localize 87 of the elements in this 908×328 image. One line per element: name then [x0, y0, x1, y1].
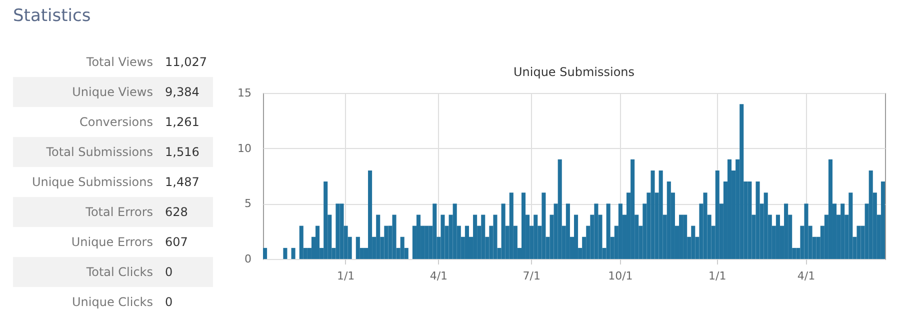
bar	[715, 170, 720, 259]
bar	[828, 159, 832, 259]
category-label: Unique Views	[71, 85, 153, 99]
bar	[756, 182, 760, 259]
category-label: Conversions	[78, 115, 153, 129]
text: 9,384	[165, 85, 200, 99]
category-label: Total Views	[85, 55, 153, 69]
bar	[840, 204, 845, 259]
bar	[368, 170, 372, 259]
bar	[856, 226, 861, 259]
bar	[452, 204, 457, 259]
category-label: Unique Clicks	[71, 295, 153, 309]
text: 1,487	[165, 175, 200, 189]
bar	[283, 248, 288, 259]
bar	[594, 204, 598, 259]
bar	[566, 204, 570, 259]
y-tick-label: 15	[238, 86, 252, 100]
bar	[473, 214, 478, 259]
bar	[748, 182, 752, 259]
chart-title: Unique Submissions	[513, 65, 635, 79]
bar	[618, 204, 622, 259]
bar	[679, 214, 684, 259]
text: 11,027	[165, 55, 207, 69]
bar	[542, 192, 546, 259]
bar	[509, 192, 514, 259]
category-label: Total Submissions	[45, 145, 153, 159]
bar	[416, 214, 421, 259]
bar	[558, 159, 562, 259]
bar	[464, 226, 469, 259]
bar	[727, 159, 732, 259]
bar	[376, 214, 380, 259]
bar	[340, 204, 344, 259]
bar	[650, 170, 655, 259]
x-tick-label: 4/1	[797, 270, 816, 282]
bar	[263, 248, 268, 259]
text: 628	[165, 205, 188, 219]
bar	[299, 226, 304, 259]
bar	[336, 204, 340, 259]
bar	[392, 214, 396, 259]
bar	[666, 182, 671, 259]
bar	[356, 236, 360, 259]
bar	[606, 204, 610, 259]
bar	[521, 192, 526, 259]
x-tick-label: 1/1	[708, 270, 726, 282]
y-tick-label: 5	[244, 197, 252, 210]
bar	[764, 192, 768, 259]
x-tick-label: 10/1	[608, 270, 633, 282]
bar	[658, 170, 663, 259]
bar	[703, 192, 708, 259]
text: 607	[165, 235, 188, 249]
bar	[316, 226, 320, 259]
bar	[740, 104, 744, 259]
x-tick-label: 1/1	[336, 270, 355, 282]
bar	[880, 182, 885, 259]
x-tick-label: 7/1	[522, 270, 540, 282]
y-tick-label: 0	[244, 252, 252, 266]
bar	[804, 204, 808, 259]
category-label: Unique Errors	[70, 235, 153, 249]
bar	[324, 182, 328, 259]
bar	[493, 214, 498, 259]
bar	[848, 192, 853, 259]
bar	[534, 214, 538, 259]
bar	[291, 248, 296, 259]
bar	[384, 226, 388, 259]
category-label: Unique Submissions	[30, 175, 153, 189]
bar	[501, 204, 506, 259]
bar	[400, 236, 404, 259]
text: 0	[165, 265, 173, 279]
bar	[481, 214, 486, 259]
text: 1,261	[165, 115, 200, 129]
text: 1,516	[165, 145, 200, 159]
category-label: Total Errors	[84, 205, 153, 219]
category-label: Total Clicks	[85, 265, 153, 279]
bar	[868, 170, 873, 259]
bar	[432, 204, 437, 259]
bar	[630, 159, 635, 259]
text: 0	[165, 295, 173, 309]
text: Statistics	[13, 6, 91, 26]
bar	[683, 214, 688, 259]
bar	[424, 226, 429, 259]
y-tick-label: 10	[238, 142, 252, 155]
bar	[691, 226, 696, 259]
bar	[784, 204, 788, 259]
x-tick-label: 4/1	[430, 270, 448, 282]
bar	[574, 214, 578, 259]
bar	[440, 214, 445, 259]
bar	[776, 214, 780, 259]
